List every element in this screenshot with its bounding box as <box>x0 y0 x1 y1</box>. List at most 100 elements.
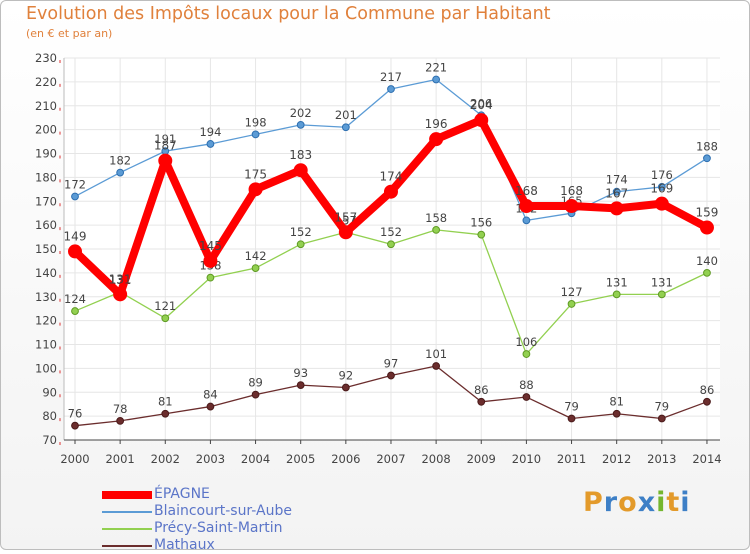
y-tick-label: 130 <box>35 290 57 304</box>
data-point-mathaux <box>567 414 576 423</box>
data-label-blaincourt-sur-aube: 217 <box>380 70 402 84</box>
data-point-blaincourt-sur-aube <box>387 85 395 93</box>
data-label-precy-saint-martin: 121 <box>154 299 176 313</box>
data-point-mathaux <box>522 393 531 401</box>
data-label-epagne: 145 <box>199 239 222 253</box>
x-tick-label: 2008 <box>421 452 450 466</box>
x-tick-label: 2014 <box>692 452 721 466</box>
data-label-blaincourt-sur-aube: 194 <box>199 125 221 139</box>
legend-swatch <box>102 528 152 530</box>
x-tick-label: 2000 <box>60 452 89 466</box>
data-point-mathaux <box>161 409 170 418</box>
data-point-precy-saint-martin <box>522 350 531 358</box>
y-tick-label: 210 <box>35 99 57 113</box>
data-point-blaincourt-sur-aube <box>657 183 666 191</box>
x-tick-label: 2003 <box>196 452 225 466</box>
data-label-mathaux: 86 <box>700 383 715 397</box>
data-point-epagne <box>158 153 173 168</box>
data-point-epagne <box>654 196 669 211</box>
data-label-mathaux: 79 <box>564 400 579 414</box>
data-point-mathaux <box>296 381 305 389</box>
data-label-mathaux: 81 <box>158 395 173 409</box>
logo-letter: P <box>583 487 604 518</box>
data-label-blaincourt-sur-aube: 206 <box>470 96 492 110</box>
data-label-precy-saint-martin: 131 <box>606 275 628 289</box>
data-label-epagne: 175 <box>244 167 267 181</box>
data-point-blaincourt-sur-aube <box>116 168 125 177</box>
data-label-mathaux: 97 <box>384 357 399 371</box>
y-tick-label: 200 <box>35 123 57 137</box>
data-label-mathaux: 76 <box>68 407 83 421</box>
data-point-blaincourt-sur-aube <box>251 130 260 139</box>
logo-letter: o <box>618 487 638 518</box>
data-label-epagne: 174 <box>380 170 403 184</box>
data-label-blaincourt-sur-aube: 176 <box>651 168 673 182</box>
data-point-precy-saint-martin <box>161 314 170 323</box>
data-point-precy-saint-martin <box>206 273 215 282</box>
data-label-epagne: 131 <box>109 272 132 286</box>
chart-subtitle: (en € et par an) <box>26 27 113 40</box>
data-label-epagne: 149 <box>64 229 87 243</box>
data-label-epagne: 168 <box>560 184 583 198</box>
data-point-precy-saint-martin <box>703 268 711 277</box>
data-point-precy-saint-martin <box>612 290 621 299</box>
data-label-epagne: 196 <box>425 117 448 131</box>
data-point-epagne <box>429 132 444 147</box>
data-point-blaincourt-sur-aube <box>71 192 79 201</box>
data-label-epagne: 157 <box>334 210 357 224</box>
x-tick-label: 2002 <box>151 452 180 466</box>
data-label-mathaux: 84 <box>203 388 218 402</box>
data-point-precy-saint-martin <box>477 230 486 239</box>
data-label-precy-saint-martin: 142 <box>245 249 267 263</box>
data-point-epagne <box>699 220 714 235</box>
logo-letter: i <box>680 487 691 518</box>
data-point-blaincourt-sur-aube <box>341 123 350 132</box>
y-tick-label: 80 <box>42 409 57 423</box>
chart-title: Evolution des Impôts locaux pour la Comm… <box>26 4 551 24</box>
data-point-epagne <box>338 225 353 240</box>
data-label-epagne: 168 <box>515 184 538 198</box>
data-point-blaincourt-sur-aube <box>522 216 531 225</box>
data-point-mathaux <box>251 390 260 399</box>
y-tick-label: 190 <box>35 147 57 161</box>
y-tick-label: 140 <box>35 266 57 280</box>
data-label-mathaux: 92 <box>339 368 354 382</box>
data-label-blaincourt-sur-aube: 172 <box>64 177 86 191</box>
data-label-blaincourt-sur-aube: 198 <box>245 115 267 129</box>
legend-label: ÉPAGNE <box>154 486 210 502</box>
x-tick-label: 2013 <box>647 452 676 466</box>
data-point-blaincourt-sur-aube <box>703 154 711 163</box>
y-tick-label: 160 <box>35 218 57 232</box>
data-label-epagne: 159 <box>696 206 719 220</box>
data-label-mathaux: 101 <box>425 347 447 361</box>
data-point-mathaux <box>206 402 215 411</box>
data-point-mathaux <box>703 397 711 406</box>
data-point-epagne <box>68 244 82 259</box>
y-tick-label: 110 <box>35 338 57 352</box>
y-tick-label: 100 <box>35 361 57 375</box>
data-point-mathaux <box>432 362 441 370</box>
data-label-precy-saint-martin: 124 <box>64 292 86 306</box>
data-label-mathaux: 81 <box>609 395 624 409</box>
data-label-epagne: 183 <box>289 148 312 162</box>
data-label-mathaux: 93 <box>293 366 308 380</box>
data-point-mathaux <box>71 421 79 430</box>
data-point-epagne <box>293 163 308 178</box>
data-label-epagne: 187 <box>154 139 177 153</box>
x-tick-label: 2004 <box>241 452 270 466</box>
legend-swatch <box>102 491 152 499</box>
data-label-blaincourt-sur-aube: 201 <box>335 108 357 122</box>
data-point-epagne <box>564 199 579 214</box>
data-point-epagne <box>113 287 128 302</box>
data-label-epagne: 204 <box>470 98 493 112</box>
y-tick-label: 70 <box>42 433 57 447</box>
legend-label: Blaincourt-sur-Aube <box>154 503 292 519</box>
data-label-blaincourt-sur-aube: 182 <box>109 154 131 168</box>
data-point-mathaux <box>341 383 350 392</box>
data-point-blaincourt-sur-aube <box>612 187 621 196</box>
y-tick-label: 180 <box>35 170 57 184</box>
data-label-precy-saint-martin: 158 <box>425 211 447 225</box>
data-point-precy-saint-martin <box>251 264 260 273</box>
x-tick-label: 2010 <box>512 452 541 466</box>
